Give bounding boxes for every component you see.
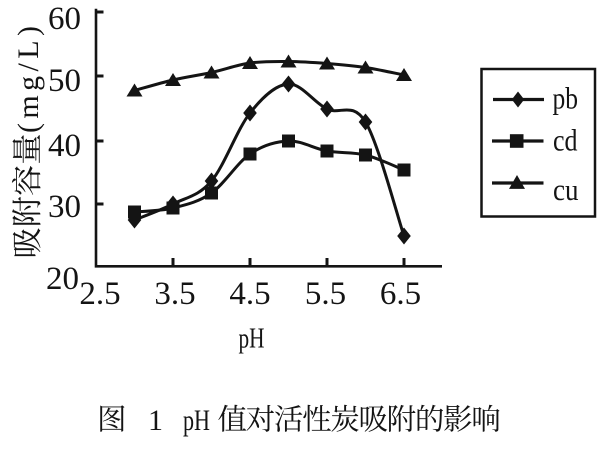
svg-text:cu: cu <box>553 172 579 207</box>
svg-text:cd: cd <box>553 123 578 158</box>
svg-text:50: 50 <box>48 63 81 99</box>
svg-text:40: 40 <box>48 128 81 164</box>
svg-text:4.5: 4.5 <box>229 276 270 312</box>
svg-text:3.5: 3.5 <box>154 276 195 312</box>
svg-text:30: 30 <box>48 189 81 225</box>
svg-text:60: 60 <box>48 1 81 37</box>
svg-text:pH: pH <box>239 324 265 355</box>
svg-text:2.5: 2.5 <box>79 276 120 312</box>
svg-text:6.5: 6.5 <box>380 276 421 312</box>
svg-text:5.5: 5.5 <box>305 276 346 312</box>
svg-text:1: 1 <box>148 404 163 437</box>
svg-text:(mg/L): (mg/L) <box>12 22 45 133</box>
svg-text:pH: pH <box>183 404 210 437</box>
svg-text:pb: pb <box>553 81 579 116</box>
svg-text:20: 20 <box>46 261 79 297</box>
